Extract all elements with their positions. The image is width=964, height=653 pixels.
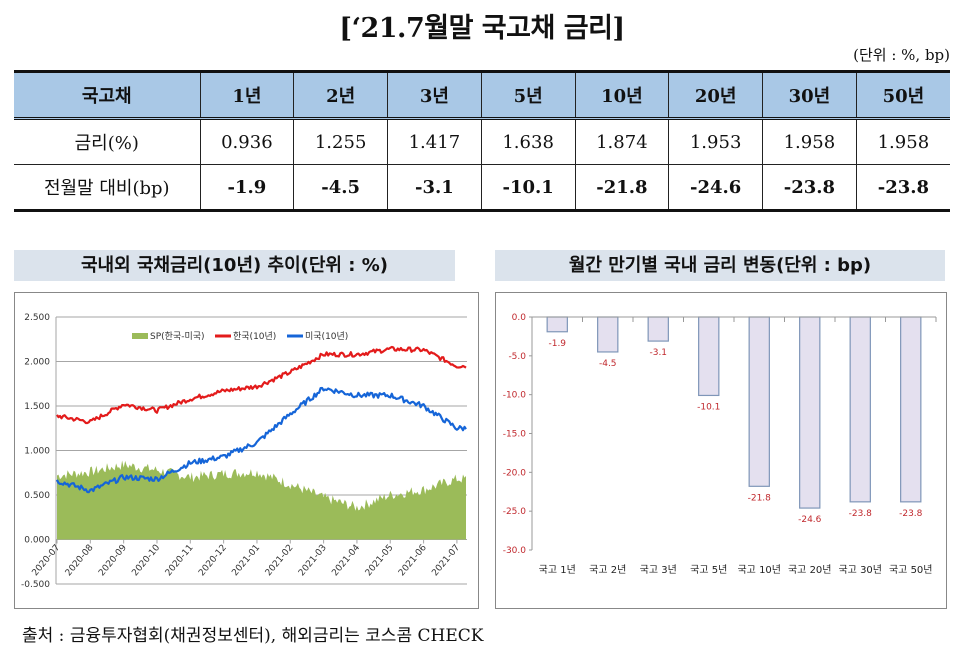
bar-data-label: -3.1 <box>649 348 667 358</box>
x-tick-label: 2020-08 <box>64 543 96 578</box>
header-cell: 5년 <box>480 71 575 119</box>
x-tick-label: 2021-07 <box>430 543 462 578</box>
bar-chart: 0.0 -5.0 -10.0 -15.0 -20.0 -25.0 -30.0 -1.9 국고 1… <box>495 292 947 609</box>
bar <box>748 316 770 487</box>
x-category-label: 국고 30년 <box>838 564 882 576</box>
table-cell: -4.5 <box>293 164 388 211</box>
x-category-label: 국고 1년 <box>539 564 576 576</box>
x-tick-label: 2021-06 <box>397 543 429 578</box>
table-cell: 1.874 <box>574 118 669 165</box>
us-10y-line <box>56 386 467 494</box>
x-tick-label: 2020-09 <box>97 543 129 578</box>
bar-chart-canvas: 0.0 -5.0 -10.0 -15.0 -20.0 -25.0 -30.0 -1.9 국고 1… <box>503 313 937 576</box>
table-cell: -3.1 <box>387 164 482 211</box>
header-cell: 50년 <box>855 71 950 119</box>
bar <box>597 316 619 353</box>
line-chart: 2.500 2.000 1.500 1.000 0.500 0.000 -0.500 2020… <box>14 292 479 609</box>
y-tick-label: 2.500 <box>24 313 50 323</box>
legend-swatch-spread <box>132 333 148 339</box>
table-cell: 1.255 <box>293 118 388 165</box>
bar <box>900 316 922 503</box>
page-title: [‘21.7월말 국고채 금리] <box>339 13 625 44</box>
bar <box>546 316 568 333</box>
x-category-label: 국고 20년 <box>788 564 832 576</box>
y-tick-label: 0.0 <box>512 313 527 323</box>
y-tick-label: -10.0 <box>503 391 527 401</box>
x-tick-label: 2021-05 <box>364 543 396 578</box>
header-cell: 1년 <box>199 71 294 119</box>
table-cell: 1.958 <box>855 118 950 165</box>
spread-area <box>57 460 466 540</box>
header-cell: 30년 <box>762 71 857 119</box>
bar <box>698 316 720 397</box>
table-cell: 0.936 <box>199 118 294 165</box>
source-note: 출처 : 금융투자협회(채권정보센터), 해외금리는 코스콤 CHECK <box>22 626 484 646</box>
bar-data-label: -21.8 <box>748 493 772 503</box>
y-tick-label: -5.0 <box>508 352 526 362</box>
y-tick-label: -20.0 <box>503 468 527 478</box>
row-label: 전월말 대비(bp) <box>43 178 170 199</box>
x-tick-label: 2021-04 <box>330 543 362 578</box>
y-tick-label: -30.0 <box>503 546 527 556</box>
x-tick-label: 2021-03 <box>297 543 329 578</box>
unit-note: (단위 : %, bp) <box>853 46 950 64</box>
x-tick-label: 2021-02 <box>264 543 296 578</box>
table-cell: -21.8 <box>574 164 669 211</box>
rates-table: 국고채 1년 2년 3년 5년 10년 20년 30년 50년 금리(%) 0.… <box>14 70 950 212</box>
chart-legend: SP(한국-미국) 한국(10년) 미국(10년) <box>132 331 348 342</box>
x-tick-label: 2020-12 <box>197 543 229 578</box>
table-cell: -1.9 <box>199 164 294 211</box>
legend-label: 미국(10년) <box>305 331 348 342</box>
x-category-label: 국고 10년 <box>737 564 781 576</box>
y-tick-label: -15.0 <box>503 430 527 440</box>
x-category-label: 국고 2년 <box>589 564 626 576</box>
table-row: 전월말 대비(bp) -1.9 -4.5 -3.1 -10.1 -21.8 -2… <box>14 164 950 211</box>
x-tick-label: 2021-01 <box>230 543 262 578</box>
x-tick-label: 2020-11 <box>164 543 196 578</box>
bar-data-label: -23.8 <box>849 509 873 519</box>
header-cell: 2년 <box>293 71 388 119</box>
y-tick-label: 2.000 <box>24 358 50 368</box>
header-cell: 20년 <box>668 71 763 119</box>
header-cell: 3년 <box>387 71 482 119</box>
y-tick-label: -25.0 <box>503 507 527 517</box>
bar <box>647 316 669 342</box>
header-cell: 10년 <box>574 71 669 119</box>
table-cell: -23.8 <box>855 164 950 211</box>
x-category-label: 국고 3년 <box>640 564 677 576</box>
x-category-label: 국고 5년 <box>690 564 727 576</box>
table-cell: 1.638 <box>480 118 575 165</box>
table-cell: -23.8 <box>762 164 857 211</box>
y-tick-label: 0.000 <box>24 536 50 546</box>
bar-data-label: -23.8 <box>899 509 923 519</box>
table-cell: 1.958 <box>762 118 857 165</box>
bar-data-label: -4.5 <box>599 359 617 369</box>
y-tick-label: -0.500 <box>21 580 50 590</box>
line-chart-canvas: 2.500 2.000 1.500 1.000 0.500 0.000 -0.500 2020… <box>21 313 467 590</box>
table-cell: 1.417 <box>387 118 482 165</box>
right-chart-title: 월간 만기별 국내 금리 변동(단위 : bp) <box>495 250 945 281</box>
table-header-row: 국고채 1년 2년 3년 5년 10년 20년 30년 50년 <box>14 71 950 119</box>
table-row: 금리(%) 0.936 1.255 1.417 1.638 1.874 1.95… <box>14 118 950 165</box>
table-cell: -24.6 <box>668 164 763 211</box>
bar-data-label: -24.6 <box>798 515 822 525</box>
x-tick-label: 2020-07 <box>30 543 62 578</box>
table-cell: -10.1 <box>480 164 575 211</box>
bar <box>799 316 821 509</box>
bar <box>849 316 871 503</box>
bar-data-label: -10.1 <box>697 402 720 412</box>
header-cell: 국고채 <box>81 86 132 107</box>
left-chart-title: 국내외 국채금리(10년) 추이(단위 : %) <box>14 250 455 281</box>
y-tick-label: 0.500 <box>24 491 50 501</box>
legend-label: 한국(10년) <box>233 331 276 342</box>
y-tick-label: 1.000 <box>24 447 50 457</box>
y-tick-label: 1.500 <box>24 402 50 412</box>
legend-label: SP(한국-미국) <box>150 331 205 342</box>
korea-10y-line <box>56 345 467 425</box>
row-label: 금리(%) <box>74 133 139 154</box>
bar-data-label: -1.9 <box>548 339 566 349</box>
x-category-label: 국고 50년 <box>889 564 933 576</box>
x-tick-label: 2020-10 <box>130 543 162 578</box>
table-cell: 1.953 <box>668 118 763 165</box>
